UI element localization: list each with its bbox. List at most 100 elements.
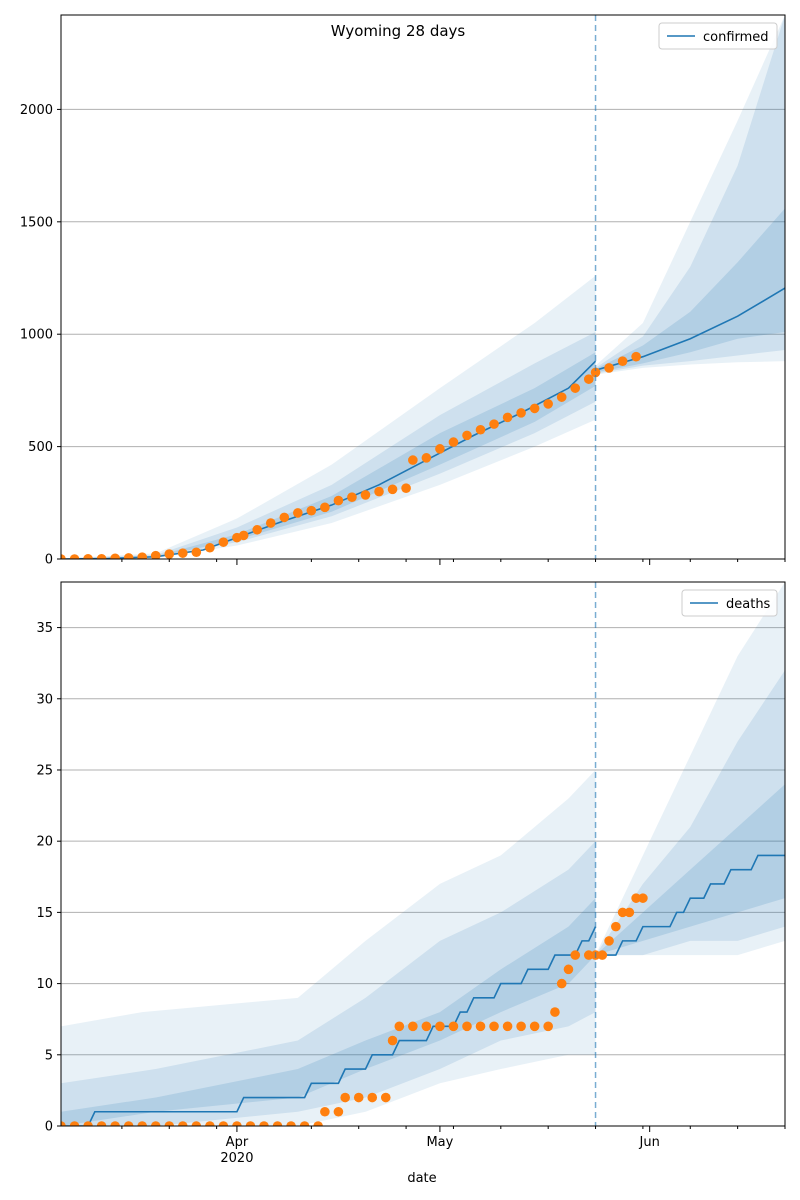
legend: deaths (681, 589, 778, 617)
uncertainty-band-outer (595, 582, 785, 956)
observed-point (177, 548, 188, 558)
observed-point (583, 950, 594, 960)
observed-point (150, 550, 161, 559)
uncertainty-band-middle (595, 15, 785, 374)
observed-point (353, 1092, 364, 1103)
confirmed-chart: 0 500 1000 1500 2000 Wyoming 28 days confirmed (20, 14, 786, 568)
observed-point (259, 1121, 269, 1126)
observed-point (570, 950, 581, 960)
observed-point (590, 367, 601, 378)
observed-point (475, 1021, 486, 1032)
uncertainty-band-outer (61, 769, 596, 1126)
observed-point (583, 374, 594, 384)
observed-point (164, 1121, 175, 1126)
observed-point (570, 383, 581, 393)
observed-point (340, 1092, 350, 1103)
observed-point (489, 419, 499, 429)
observed-point (529, 403, 540, 414)
y-tick-label: 0 (45, 1120, 53, 1135)
observed-point (110, 553, 120, 559)
observed-point (435, 1021, 445, 1032)
observed-point (333, 1106, 344, 1117)
observed-point (191, 547, 202, 558)
observed-point (408, 455, 418, 465)
observed-point (347, 492, 357, 502)
observed-point (421, 1021, 432, 1032)
observed-point (380, 1092, 391, 1103)
observed-point (489, 1021, 499, 1032)
plot-area (61, 582, 785, 1126)
legend-label: confirmed (703, 30, 769, 45)
observed-point (245, 1121, 256, 1126)
observed-point (96, 1121, 107, 1126)
observed-point (299, 1121, 310, 1126)
observed-point (279, 512, 290, 523)
uncertainty-band-outer (61, 275, 596, 559)
uncertainty-band-middle (61, 841, 596, 1126)
y-tick-label: 10 (36, 977, 53, 992)
x-tick-sublabel: 2020 (220, 1151, 253, 1166)
observed-point (137, 552, 147, 559)
x-tick-label: Apr (226, 1135, 249, 1150)
observed-point (502, 1021, 513, 1032)
observed-point (475, 424, 486, 435)
y-tick-label: 30 (36, 692, 53, 707)
observed-point (265, 518, 276, 528)
observed-point (205, 542, 215, 553)
x-tick-label: Jun (639, 1135, 660, 1150)
observed-point (448, 437, 459, 447)
y-tick-label: 5 (45, 1048, 53, 1063)
observed-point (306, 505, 317, 516)
observed-point (543, 399, 553, 409)
y-tick-label: 15 (36, 906, 53, 921)
observed-point (150, 1121, 161, 1126)
observed-point (313, 1121, 323, 1126)
observed-point (320, 1106, 330, 1117)
observed-point (272, 1121, 283, 1126)
observed-point (556, 392, 567, 402)
observed-point (462, 1021, 472, 1032)
observed-point (401, 483, 411, 493)
observed-point (617, 356, 628, 366)
y-tick-label: 1500 (20, 215, 53, 230)
observed-point (137, 1121, 147, 1126)
deaths-chart: 0 5 10 15 20 25 30 35 deaths (36, 581, 786, 1135)
observed-point (421, 453, 432, 463)
axes-frame (60, 14, 786, 560)
chart-title: Wyoming 28 days (331, 22, 466, 40)
observed-point (69, 1121, 80, 1126)
uncertainty-band-inner (61, 898, 596, 1126)
observed-point (367, 1092, 378, 1103)
y-tick-label: 35 (36, 621, 53, 636)
observed-point (218, 1121, 229, 1126)
observed-point (516, 408, 526, 418)
observed-point (123, 1121, 134, 1126)
observed-point (543, 1021, 553, 1032)
y-tick-label: 0 (45, 553, 53, 568)
plot-area (61, 15, 785, 559)
uncertainty-band-middle (61, 331, 596, 559)
observed-point (286, 1121, 296, 1126)
legend-frame (681, 589, 778, 617)
observed-point (550, 1007, 560, 1017)
observed-point (502, 412, 513, 423)
observed-point (320, 502, 330, 513)
y-tick-label: 20 (36, 835, 53, 850)
uncertainty-band-inner (595, 784, 785, 956)
observed-point (631, 893, 641, 903)
observed-point (360, 490, 371, 500)
uncertainty-band-outer (595, 15, 785, 375)
observed-point (164, 549, 175, 559)
observed-point (387, 484, 398, 495)
observed-point (177, 1121, 188, 1126)
observed-point (293, 508, 303, 518)
legend-frame (658, 22, 778, 50)
observed-point (374, 486, 384, 497)
observed-point (387, 1035, 398, 1046)
forecast-line (595, 854, 785, 956)
observed-point (624, 907, 635, 918)
x-axis-label: date (407, 1171, 436, 1186)
y-tick-label: 25 (36, 763, 53, 778)
